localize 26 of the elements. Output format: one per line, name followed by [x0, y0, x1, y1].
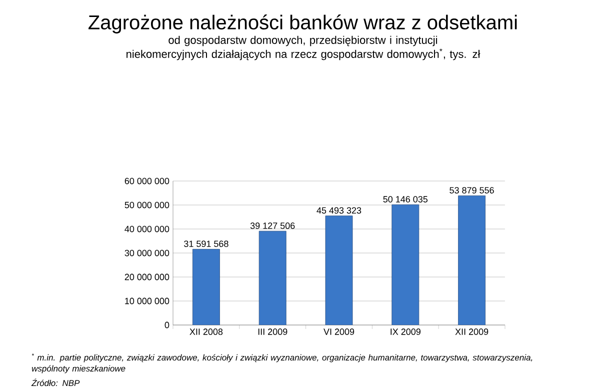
chart-title: Zagrożone należności banków wraz z odsetkami: [88, 14, 517, 34]
x-tick-label: XII 2008: [190, 328, 223, 335]
y-tick-label: 50 000 000: [124, 202, 170, 208]
chart-subtitle: od gospodarstw domowych, przedsiębiorstw i instytucji niekomercyjnych działających na rzecz gospodarstw domowych$^{*}$, tys. zł: [126, 36, 480, 60]
x-tick-label: XII 2009: [455, 328, 488, 335]
data-label: 50 146 035: [383, 196, 428, 202]
text: Źródło: NBP: [31, 378, 80, 386]
y-tick-label: 0: [164, 322, 170, 328]
y-tick-label: 30 000 000: [124, 250, 170, 256]
data-label: 31 591 568: [184, 240, 228, 247]
x-tick-label: VI 2009: [324, 328, 354, 335]
bar: [458, 195, 486, 325]
bar: [192, 248, 220, 325]
text: $^{*}$ m.in. partie polityczne, związki zawodowe, kościoły i związki wyznaniowe, organizacje humanitarne, towarzystwa, stowarzyszenia, wspólnoty mieszkaniowe: [32, 354, 532, 374]
y-tick-label: 60 000 000: [124, 178, 170, 184]
x-tick-label: IX 2009: [390, 328, 420, 335]
data-label: 39 127 506: [250, 222, 295, 229]
x-tick-label: III 2009: [258, 328, 288, 335]
data-label: 53 879 556: [450, 187, 494, 194]
bar: [258, 230, 286, 325]
bar: [392, 204, 420, 325]
data-label: 45 493 323: [316, 207, 362, 214]
y-tick-label: 20 000 000: [124, 274, 170, 280]
y-tick-label: 40 000 000: [124, 226, 170, 232]
bar: [325, 216, 353, 325]
y-tick-label: 10 000 000: [125, 298, 170, 304]
